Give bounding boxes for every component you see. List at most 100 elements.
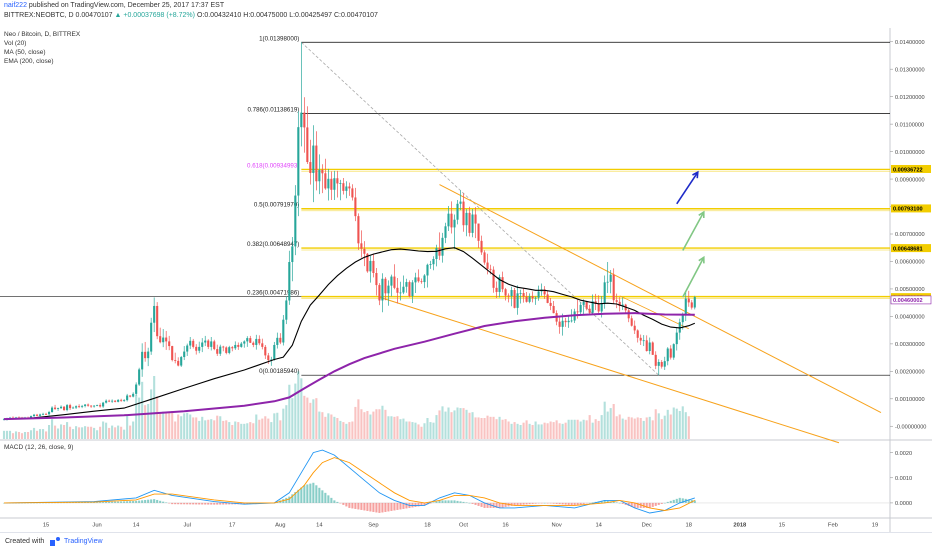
- candle: [372, 253, 375, 278]
- volume-bar: [621, 418, 624, 439]
- candle: [165, 330, 168, 350]
- price-tick-label: 0.01000000: [895, 150, 925, 156]
- candle-body: [171, 346, 174, 361]
- candle-body: [465, 212, 468, 226]
- macd-histogram-bar: [420, 502, 423, 506]
- volume-bar: [237, 422, 240, 439]
- candle: [435, 244, 438, 267]
- volume-bar: [51, 419, 54, 439]
- macd-histogram-bar: [177, 502, 180, 505]
- price-chart[interactable]: 0.01400000 0.01300000 0.01200000 0.01100000…: [0, 0, 932, 532]
- candle: [381, 273, 384, 313]
- volume-bar: [642, 420, 645, 439]
- author-link[interactable]: naif222: [4, 2, 27, 9]
- candle: [432, 256, 435, 271]
- candle: [261, 338, 264, 350]
- macd-histogram-bar: [150, 499, 153, 503]
- price-tick-label: 0.00700000: [895, 232, 925, 238]
- volume-bar: [375, 409, 378, 439]
- candle-body: [474, 214, 477, 224]
- candle-body: [240, 343, 243, 347]
- candle-body: [222, 346, 225, 348]
- time-tick-label: 19: [872, 523, 878, 529]
- time-tick-label: Sep: [368, 523, 378, 529]
- candle-body: [78, 406, 81, 408]
- macd-histogram-bar: [90, 502, 93, 503]
- macd-histogram-bar: [432, 502, 435, 503]
- candle-body: [306, 127, 309, 163]
- volume-bar: [54, 425, 57, 439]
- macd-histogram-bar: [438, 500, 441, 503]
- candle-body: [636, 330, 639, 338]
- volume-bar: [618, 414, 621, 439]
- candle-body: [561, 320, 564, 327]
- macd-histogram-bar: [498, 502, 501, 508]
- macd-histogram-bar: [639, 502, 642, 508]
- macd-histogram-bar: [333, 500, 336, 503]
- macd-histogram-bar: [312, 482, 315, 503]
- tradingview-logo-icon: [50, 537, 60, 546]
- macd-histogram-bar: [351, 502, 354, 509]
- volume-bar: [495, 419, 498, 439]
- macd-histogram-bar: [147, 499, 150, 503]
- candle-body: [75, 406, 78, 408]
- candle-body: [690, 302, 693, 308]
- legend-volume[interactable]: Vol (20): [4, 40, 27, 47]
- brand-link[interactable]: TradingView: [64, 538, 103, 545]
- macd-histogram-bar: [537, 502, 540, 504]
- macd-histogram-bar: [363, 502, 366, 511]
- macd-histogram-bar: [612, 501, 615, 503]
- macd-histogram-bar: [513, 502, 516, 506]
- candle-body: [267, 355, 270, 361]
- candle: [522, 288, 525, 303]
- ma-50-line: [3, 247, 696, 420]
- volume-bar: [183, 413, 186, 439]
- macd-histogram-bar: [390, 502, 393, 511]
- candle-body: [198, 346, 201, 351]
- candle-body: [648, 342, 651, 352]
- candle: [477, 223, 480, 249]
- macd-histogram-bar: [183, 502, 186, 505]
- candle-body: [537, 291, 540, 298]
- macd-histogram-bar: [330, 497, 333, 503]
- volume-bar: [279, 420, 282, 439]
- candle-body: [405, 282, 408, 287]
- time-tick-label: 14: [316, 523, 323, 529]
- candle: [297, 111, 300, 217]
- volume-bar: [267, 418, 270, 439]
- volume-bar: [483, 418, 486, 439]
- candle: [483, 250, 486, 265]
- macd-histogram-bar: [660, 502, 663, 504]
- volume-bar: [519, 425, 522, 439]
- candle-body: [618, 301, 621, 306]
- macd-histogram-bar: [360, 502, 363, 510]
- volume-bar: [660, 419, 663, 439]
- volume-bar: [252, 423, 255, 439]
- macd-histogram-bar: [681, 498, 684, 503]
- time-tick-label: 15: [43, 523, 49, 529]
- candle: [585, 301, 588, 311]
- candle-body: [684, 298, 687, 316]
- candle-body: [249, 338, 252, 343]
- macd-histogram-bar: [129, 501, 132, 503]
- candle: [534, 296, 537, 305]
- volume-bar: [597, 420, 600, 439]
- candle-body: [693, 297, 696, 308]
- macd-histogram-bar: [492, 502, 495, 508]
- candle-body: [66, 405, 69, 411]
- legend-ema[interactable]: EMA (200, close): [4, 58, 54, 65]
- legend-macd[interactable]: MACD (12, 26, close, 9): [4, 444, 74, 451]
- candle: [294, 185, 297, 256]
- macd-histogram-bar: [81, 502, 84, 503]
- publish-info: published on TradingView.com, December 2…: [26, 2, 225, 9]
- macd-histogram-bar: [516, 502, 519, 506]
- volume-bar: [189, 414, 192, 439]
- price-tick-label: 0.00100000: [895, 397, 925, 403]
- volume-bar: [321, 412, 324, 439]
- macd-histogram-bar: [582, 502, 585, 504]
- legend-ma[interactable]: MA (50, close): [4, 49, 46, 56]
- volume-bar: [339, 420, 342, 439]
- price-change: ▲ +0.00037698 (+8.72%): [114, 12, 196, 19]
- candle-body: [546, 294, 549, 303]
- legend-title[interactable]: Neo / Bitcoin, D, BITTREX: [4, 31, 81, 38]
